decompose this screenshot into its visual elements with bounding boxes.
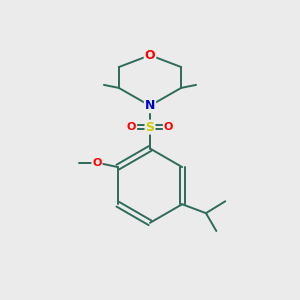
Text: O: O	[127, 122, 136, 132]
Text: N: N	[145, 99, 155, 112]
Text: O: O	[92, 158, 102, 168]
Text: S: S	[146, 121, 154, 134]
Text: O: O	[164, 122, 173, 132]
Text: O: O	[145, 49, 155, 62]
